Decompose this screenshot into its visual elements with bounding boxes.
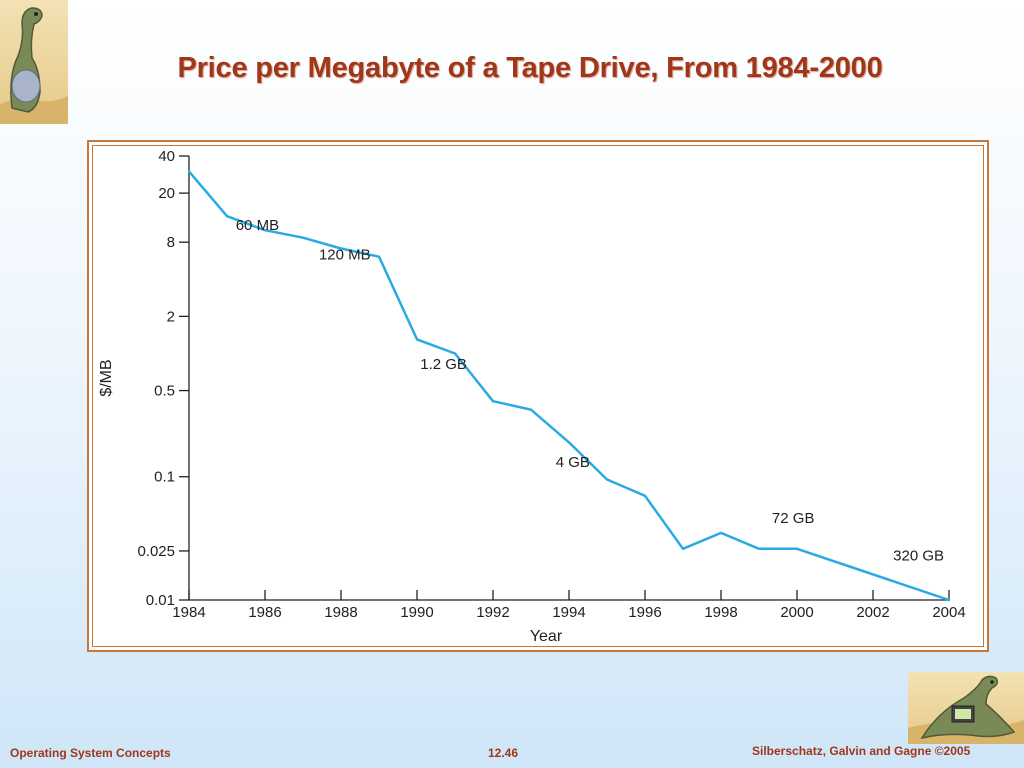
y-tick-label: 0.01 [146,592,175,609]
data-point [719,531,723,535]
data-point [757,547,761,550]
y-tick-label: 2 [167,308,175,325]
data-point [263,229,267,232]
y-tick-label: 0.5 [154,383,175,400]
data-point [529,408,533,411]
x-tick-label: 2004 [932,604,965,621]
x-tick-label: 2000 [780,604,813,621]
data-point [225,215,229,218]
capacity-annotation: 72 GB [772,510,815,527]
data-point [605,478,609,481]
data-point [681,547,685,550]
data-point [187,170,191,173]
data-point [947,598,951,602]
data-point [567,441,571,444]
x-tick-label: 1988 [324,604,357,621]
x-tick-label: 2002 [856,604,889,621]
dinosaur-logo [0,0,68,124]
footer-copyright: Silberschatz, Galvin and Gagne ©2005 [752,744,971,758]
footer-course-name: Operating System Concepts [10,746,171,760]
data-point [795,547,799,550]
x-axis-label: Year [530,628,563,645]
capacity-annotation: 1.2 GB [420,356,467,373]
data-point [643,494,647,497]
dinosaur-with-laptop-logo [908,672,1024,744]
data-point [339,247,343,250]
footer-slide-number: 12.46 [488,746,519,760]
y-tick-label: 0.025 [137,543,175,560]
x-tick-label: 1984 [172,604,205,621]
capacity-annotation: 60 MB [236,217,279,234]
data-point [491,400,495,403]
capacity-annotation: 4 GB [556,454,590,471]
y-tick-label: 40 [158,148,175,165]
data-point [377,255,381,258]
data-point [415,338,419,341]
capacity-annotation: 120 MB [319,246,371,263]
x-tick-label: 1986 [248,604,281,621]
y-tick-label: 20 [158,185,175,202]
x-tick-label: 1998 [704,604,737,621]
data-point [453,352,457,355]
price-per-megabyte-chart: 1984 1986 1988 1990 1992 1994 1996 1998 2000 2002… [98,148,966,645]
y-axis-label: $/MB [98,359,115,396]
x-tick-label: 1994 [552,604,585,621]
price-line [188,170,950,602]
capacity-annotation: 320 GB [893,547,944,564]
data-point [301,236,305,239]
x-tick-label: 1990 [400,604,433,621]
y-tick-label: 0.1 [154,469,175,486]
slide-title: Price per Megabyte of a Tape Drive, From… [177,52,883,84]
x-tick-label: 1996 [628,604,661,621]
x-tick-label: 1992 [476,604,509,621]
chart-frame: 1984 1986 1988 1990 1992 1994 1996 1998 2000 2002… [87,140,989,652]
chart-frame-inner-border [92,145,984,647]
y-tick-label: 8 [167,234,175,251]
